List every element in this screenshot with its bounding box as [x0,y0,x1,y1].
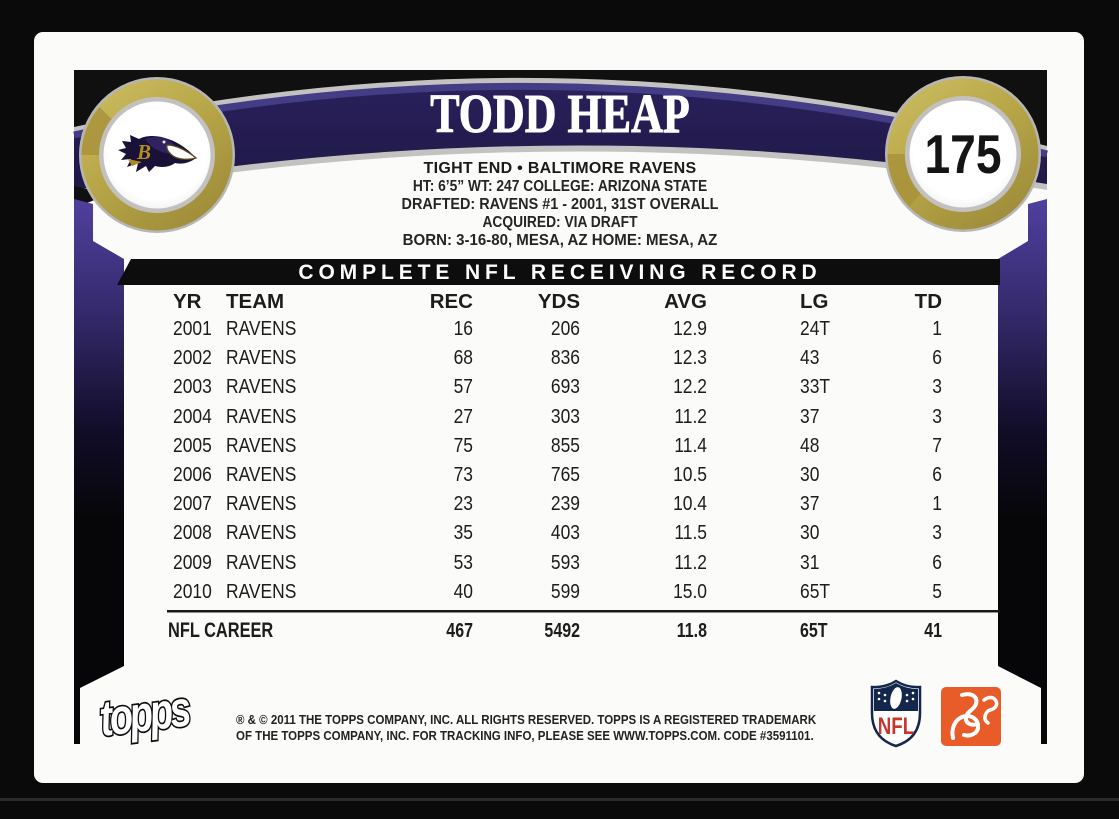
svg-text:B: B [136,140,151,164]
svg-text:topps: topps [97,681,194,747]
svg-text:NFL: NFL [878,713,914,740]
svg-text:TODD HEAP: TODD HEAP [430,83,690,144]
svg-text:175: 175 [924,123,1001,185]
svg-text:COMPLETE NFL RECEIVING RECORD: COMPLETE NFL RECEIVING RECORD [298,261,821,284]
